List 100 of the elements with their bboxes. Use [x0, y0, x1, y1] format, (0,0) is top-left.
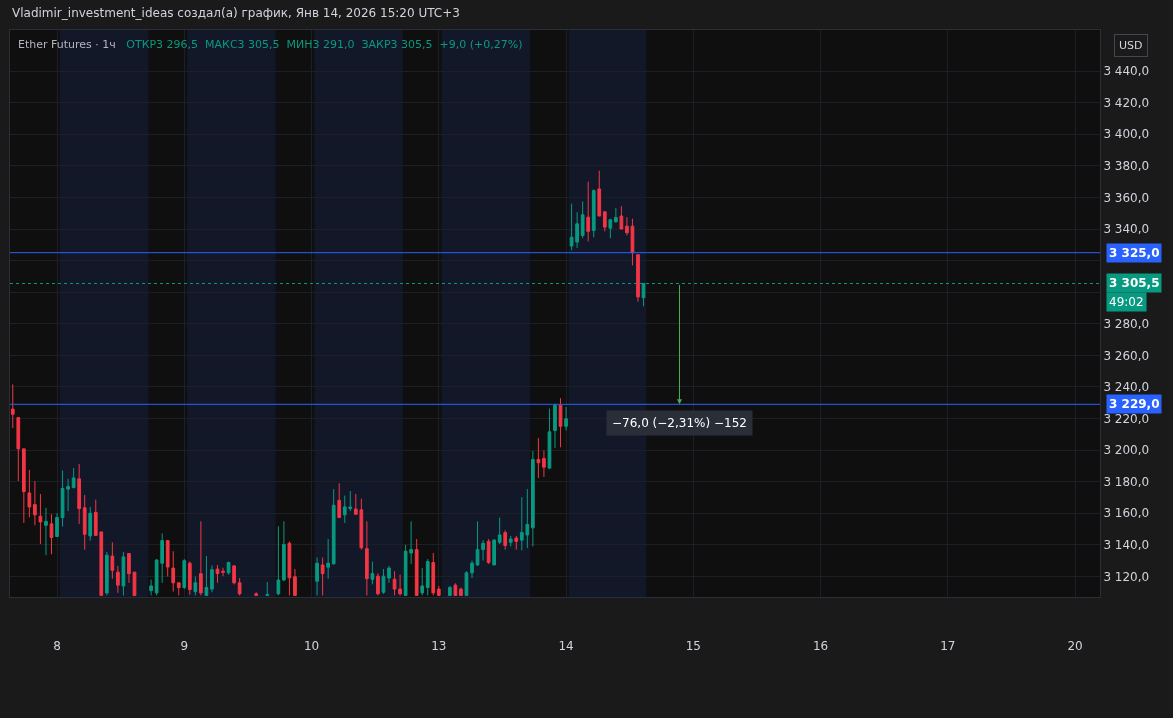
- y-tick-label: 3 340,0: [1103, 222, 1150, 237]
- candlestick: [88, 506, 93, 542]
- annotation: −76,0 (−2,31%) −152: [612, 416, 747, 430]
- candlestick: [497, 517, 502, 545]
- candlestick: [293, 568, 297, 596]
- candlestick: [492, 538, 496, 566]
- candlestick: [326, 538, 330, 580]
- candlestick: [508, 535, 513, 547]
- candlestick: [44, 507, 48, 556]
- candlestick: [448, 585, 452, 596]
- y-tick-label: 3 280,0: [1103, 316, 1150, 331]
- candlestick: [370, 561, 375, 585]
- candlestick: [215, 564, 220, 584]
- y-tick-label: 3 120,0: [1103, 569, 1150, 584]
- candlestick: [436, 585, 441, 596]
- candlestick: [21, 448, 26, 524]
- y-tick-label: 3 200,0: [1103, 443, 1150, 458]
- y-tick-label: 3 360,0: [1103, 190, 1150, 205]
- candlestick: [337, 482, 342, 519]
- text: ОТКР3 296,5 МАКС3 305,5 МИН3 291,0 ЗАКР3 305,5 +9,0 (+0,27%): [126, 38, 523, 51]
- candlestick: [420, 567, 425, 596]
- candlestick: [187, 560, 192, 596]
- candlestick: [210, 564, 214, 593]
- candlestick: [77, 463, 82, 525]
- candlestick: [193, 575, 198, 596]
- x-tick-label: 10: [303, 639, 320, 654]
- candlestick: [16, 417, 21, 482]
- candlestick: [414, 538, 419, 596]
- candlestick: [636, 254, 640, 303]
- candlestick: [376, 572, 380, 596]
- candlestick: [104, 551, 109, 596]
- y-tick-label: 3 420,0: [1103, 95, 1150, 110]
- ref-line-label: 3 305,5: [1109, 276, 1160, 290]
- candlestick: [459, 587, 463, 596]
- candlestick: [10, 383, 15, 429]
- candlestick: [425, 558, 430, 596]
- candlestick: [387, 565, 391, 584]
- candlestick: [542, 449, 546, 478]
- candlestick: [221, 567, 225, 577]
- ref-line-label: 3 325,0: [1109, 246, 1160, 260]
- text: USD: [1119, 39, 1143, 52]
- candlestick: [320, 557, 325, 596]
- candlestick: [204, 555, 209, 596]
- candlestick: [276, 525, 281, 596]
- candlestick: [464, 570, 469, 596]
- candlestick: [82, 494, 87, 551]
- candlestick: [558, 397, 563, 448]
- candlestick: [580, 201, 585, 239]
- candlestick: [226, 561, 231, 576]
- x-tick-label: 13: [431, 639, 447, 654]
- candlestick: [176, 582, 181, 596]
- candlestick: [149, 579, 153, 596]
- candlestick: [553, 403, 557, 449]
- candlestick: [381, 568, 386, 595]
- candlestick: [536, 437, 541, 479]
- candlestick: [365, 520, 369, 596]
- y-tick-label: 3 260,0: [1103, 348, 1150, 363]
- candlestick: [254, 591, 259, 596]
- y-tick-label: 3 140,0: [1103, 538, 1150, 553]
- candlestick: [608, 219, 613, 239]
- candlestick: [547, 408, 552, 470]
- candlestick: [71, 467, 76, 489]
- candlestick: [116, 565, 120, 594]
- candlestick: [470, 560, 474, 579]
- y-tick-label: 3 220,0: [1103, 411, 1150, 426]
- candlestick: [282, 520, 286, 582]
- x-tick-label: 9: [180, 639, 189, 654]
- candlestick: [486, 538, 491, 565]
- x-tick-label: 15: [685, 639, 701, 654]
- candlestick: [121, 551, 126, 596]
- candlestick: [602, 211, 607, 232]
- y-tick-label: 3 380,0: [1103, 159, 1150, 174]
- text: Ether Futures · 1ч: [18, 38, 116, 51]
- y-tick-label: 3 440,0: [1103, 64, 1150, 79]
- candlestick: [514, 535, 519, 551]
- candlestick: [331, 488, 336, 566]
- candlestick: [315, 557, 319, 596]
- candlestick: [614, 207, 618, 224]
- y-tick-label: 3 400,0: [1103, 127, 1150, 142]
- candlestick: [586, 181, 591, 242]
- candlestick: [287, 540, 292, 596]
- text: 49:02: [1109, 295, 1144, 309]
- candlestick: [531, 450, 535, 547]
- candlestick: [619, 205, 624, 230]
- candlestick: [503, 529, 508, 551]
- x-tick-label: 17: [940, 639, 956, 654]
- candlestick: [182, 558, 187, 590]
- candlestick: [27, 469, 32, 518]
- candlestick: [49, 513, 54, 555]
- candlestick: [199, 520, 203, 596]
- candlestick: [591, 189, 596, 238]
- x-tick-label: 16: [812, 639, 829, 654]
- candlestick: [453, 582, 458, 596]
- candlestick: [265, 581, 270, 596]
- candlestick: [110, 541, 115, 580]
- x-tick-label: 20: [1067, 639, 1083, 654]
- candlestick: [431, 552, 436, 596]
- candlestick: [232, 564, 236, 585]
- text: Vladimir_investment_ideas создал(а) график, Янв 14, 2026 15:20 UTC+3: [12, 6, 460, 20]
- x-tick-label: 8: [53, 639, 61, 654]
